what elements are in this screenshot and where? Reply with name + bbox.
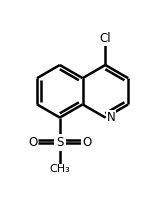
Text: Cl: Cl	[100, 32, 111, 45]
Text: O: O	[28, 136, 38, 149]
Text: O: O	[82, 136, 91, 149]
Text: S: S	[56, 136, 63, 149]
Text: N: N	[107, 111, 115, 124]
Text: CH₃: CH₃	[49, 164, 70, 174]
